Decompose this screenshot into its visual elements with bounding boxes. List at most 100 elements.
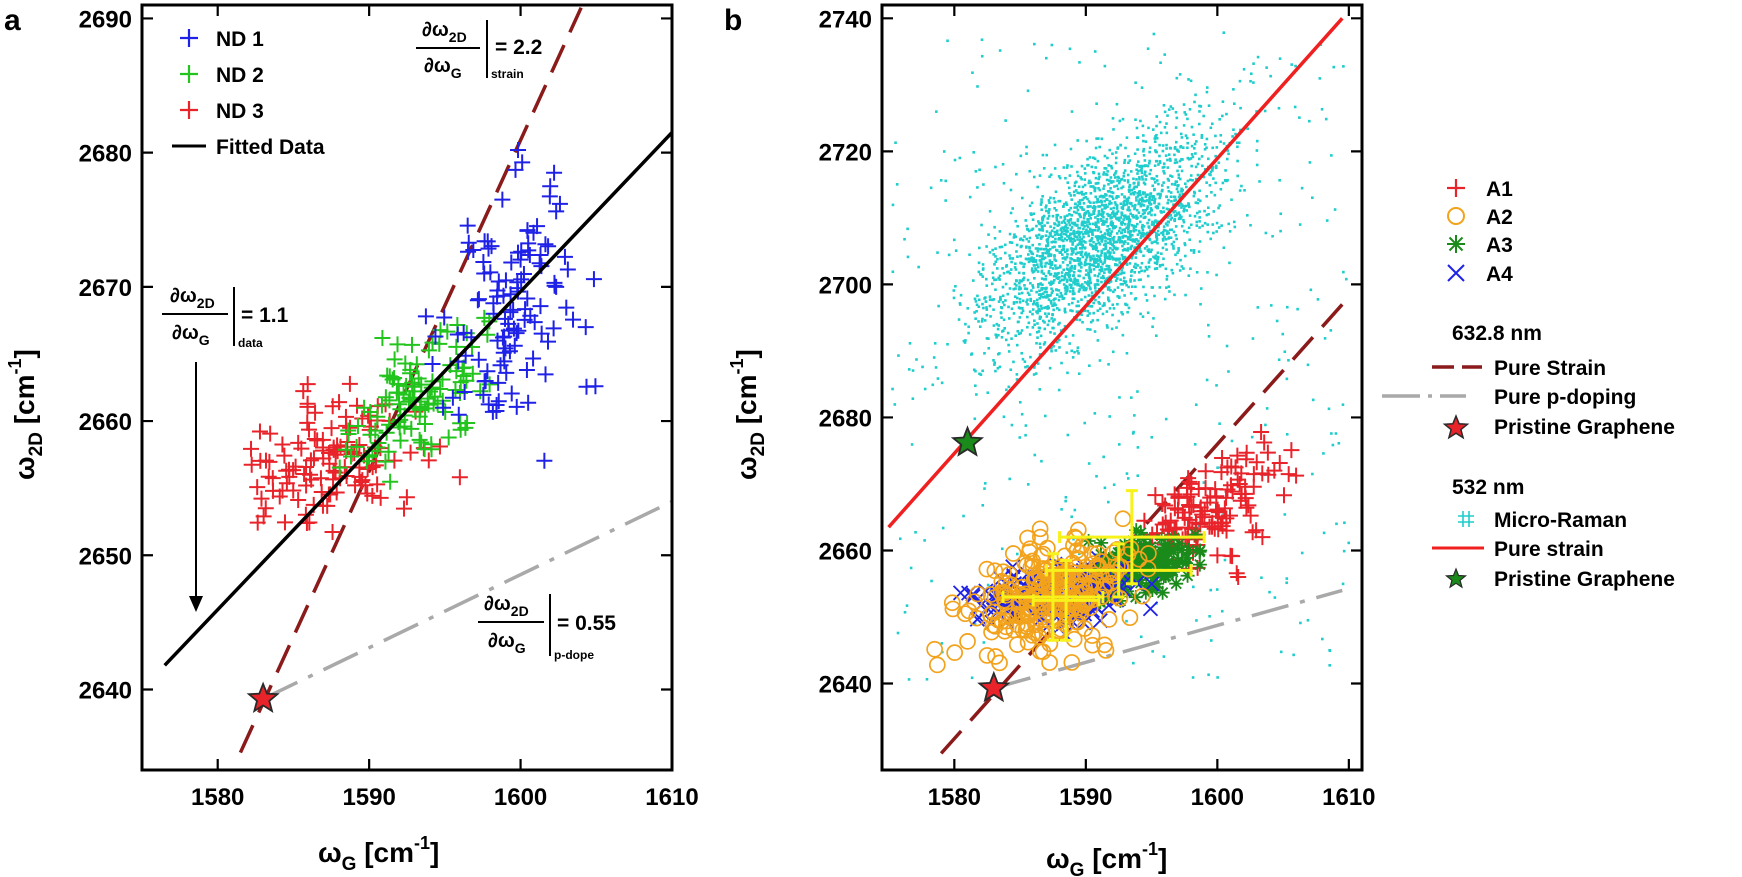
panel-a-x-tick-label: 1590: [342, 784, 395, 811]
panel-b-micro-raman-point: [1298, 116, 1301, 119]
legend-a2-marker: [1447, 207, 1465, 225]
panel-b-micro-raman-point: [1162, 206, 1165, 210]
panel-b-micro-raman-point: [1136, 172, 1139, 175]
panel-b-micro-raman-point: [1147, 126, 1150, 130]
panel-b-micro-raman-point: [973, 417, 977, 421]
panel-b-micro-raman-point: [1236, 174, 1239, 178]
panel-b-micro-raman-point: [1087, 294, 1091, 297]
panel-b-micro-raman-point: [1077, 290, 1081, 293]
panel-b-micro-raman-point: [1034, 372, 1038, 375]
panel-b-micro-raman-point: [1102, 211, 1105, 214]
panel-b-data-point: [1260, 466, 1277, 483]
panel-b-micro-raman-point: [1157, 233, 1161, 237]
panel-b-micro-raman-point: [1135, 214, 1138, 218]
panel-b-micro-raman-point: [1076, 219, 1080, 223]
panel-b-micro-raman-point: [979, 273, 982, 276]
panel-b-micro-raman-point: [1026, 325, 1029, 329]
panel-b-data-point: [1168, 519, 1185, 536]
panel-b-micro-raman-point: [1172, 244, 1175, 248]
panel-b-micro-raman-point: [1058, 276, 1061, 279]
panel-b-micro-raman-point: [1137, 239, 1140, 243]
panel-b-micro-raman-point: [1177, 183, 1180, 187]
panel-b-micro-raman-point: [1180, 224, 1184, 228]
panel-b-micro-raman-point: [1055, 216, 1059, 219]
panel-b-micro-raman-point: [1065, 166, 1069, 169]
panel-b-micro-raman-point: [1068, 233, 1072, 237]
panel-b-micro-raman-point: [1165, 248, 1168, 251]
panel-b-micro-raman-point: [1066, 433, 1070, 437]
panel-a-data-point: [388, 384, 405, 401]
panel-b-micro-raman-point: [1167, 189, 1171, 193]
panel-b-micro-raman-point: [1054, 264, 1057, 267]
panel-b-micro-raman-point: [1189, 157, 1193, 160]
panel-b-micro-raman-point: [1096, 159, 1100, 163]
panel-b-micro-raman-point: [1088, 179, 1091, 183]
panel-b-micro-raman-point: [1151, 184, 1155, 188]
panel-b-micro-raman-point: [1093, 285, 1097, 288]
panel-a-data-point: [337, 408, 354, 425]
panel-b-micro-raman-point: [964, 322, 967, 326]
panel-b-micro-raman-point: [1063, 217, 1067, 221]
panel-b-micro-raman-point: [1125, 226, 1128, 230]
panel-b-micro-raman-point: [1033, 276, 1036, 280]
panel-b-micro-raman-point: [1205, 213, 1209, 217]
panel-b-micro-raman-point: [984, 300, 988, 303]
panel-b-micro-raman-point: [1155, 150, 1158, 154]
panel-b-micro-raman-point: [1164, 237, 1168, 241]
panel-b-micro-raman-point: [1159, 131, 1163, 135]
panel-b-micro-raman-point: [1086, 262, 1089, 266]
panel-b-data-point: [1218, 489, 1235, 506]
panel-b-micro-raman-point: [1055, 288, 1058, 292]
panel-b-micro-raman-point: [1149, 258, 1152, 261]
panel-b-micro-raman-point: [1117, 218, 1121, 222]
panel-b-micro-raman-point: [1024, 219, 1028, 222]
panel-b-micro-raman-point: [1126, 215, 1130, 219]
panel-b-micro-raman-point: [1081, 220, 1084, 224]
panel-b-micro-raman-point: [1121, 257, 1125, 261]
panel-b-micro-raman-point: [1121, 220, 1124, 224]
panel-b-micro-raman-point: [1152, 32, 1156, 36]
panel-b-micro-raman-point: [1123, 240, 1127, 243]
panel-b-micro-raman-point: [962, 514, 965, 518]
panel-b-micro-raman-point: [1030, 228, 1034, 232]
panel-b-micro-raman-point: [1036, 309, 1040, 313]
panel-a-x-axis-label: ωG [cm-1]: [318, 833, 439, 875]
panel-b-micro-raman-point: [999, 257, 1002, 260]
panel-b-micro-raman-point: [1246, 127, 1249, 131]
panel-b-micro-raman-point: [1146, 207, 1149, 211]
panel-a-data-point: [440, 429, 457, 446]
panel-b-micro-raman-point: [1089, 304, 1093, 308]
panel-b-micro-raman-point: [1142, 232, 1145, 236]
legend-nd1-label: ND 1: [216, 28, 264, 51]
panel-b-micro-raman-point: [1252, 81, 1255, 84]
panel-a-data-point: [377, 453, 394, 470]
panel-b-micro-raman-point: [1074, 223, 1077, 227]
panel-b-micro-raman-point: [1164, 417, 1168, 421]
panel-b-micro-raman-point: [1146, 164, 1150, 168]
panel-b-micro-raman-point: [1179, 132, 1183, 136]
panel-b-data-point: [1090, 560, 1108, 577]
panel-b-micro-raman-point: [1157, 225, 1160, 229]
panel-b-micro-raman-point: [1102, 184, 1106, 188]
panel-b-micro-raman-point: [1134, 118, 1137, 121]
panel-b-micro-raman-point: [1033, 42, 1036, 46]
panel-b-micro-raman-point: [1162, 104, 1166, 107]
panel-b-micro-raman-point: [1146, 311, 1150, 315]
panel-b-micro-raman-point: [1076, 259, 1079, 262]
panel-b-micro-raman-point: [1129, 280, 1132, 283]
panel-b-micro-raman-point: [1135, 238, 1138, 241]
panel-b-micro-raman-point: [1188, 238, 1191, 242]
panel-b-micro-raman-point: [1220, 224, 1223, 227]
panel-b-data-point: [978, 560, 996, 578]
panel-b-micro-raman-point: [1126, 180, 1130, 184]
panel-b-micro-raman-point: [1052, 240, 1055, 244]
panel-b-micro-raman-point: [891, 270, 895, 274]
panel-b-micro-raman-point: [1243, 188, 1246, 192]
panel-a-data-point: [298, 477, 315, 494]
panel-b-micro-raman-point: [1039, 236, 1043, 240]
panel-b-micro-raman-point: [1126, 225, 1130, 228]
panel-b-micro-raman-point: [1173, 195, 1177, 199]
panel-b-micro-raman-point: [988, 304, 992, 308]
panel-b-micro-raman-point: [1064, 273, 1067, 277]
panel-b-micro-raman-point: [1134, 228, 1138, 232]
